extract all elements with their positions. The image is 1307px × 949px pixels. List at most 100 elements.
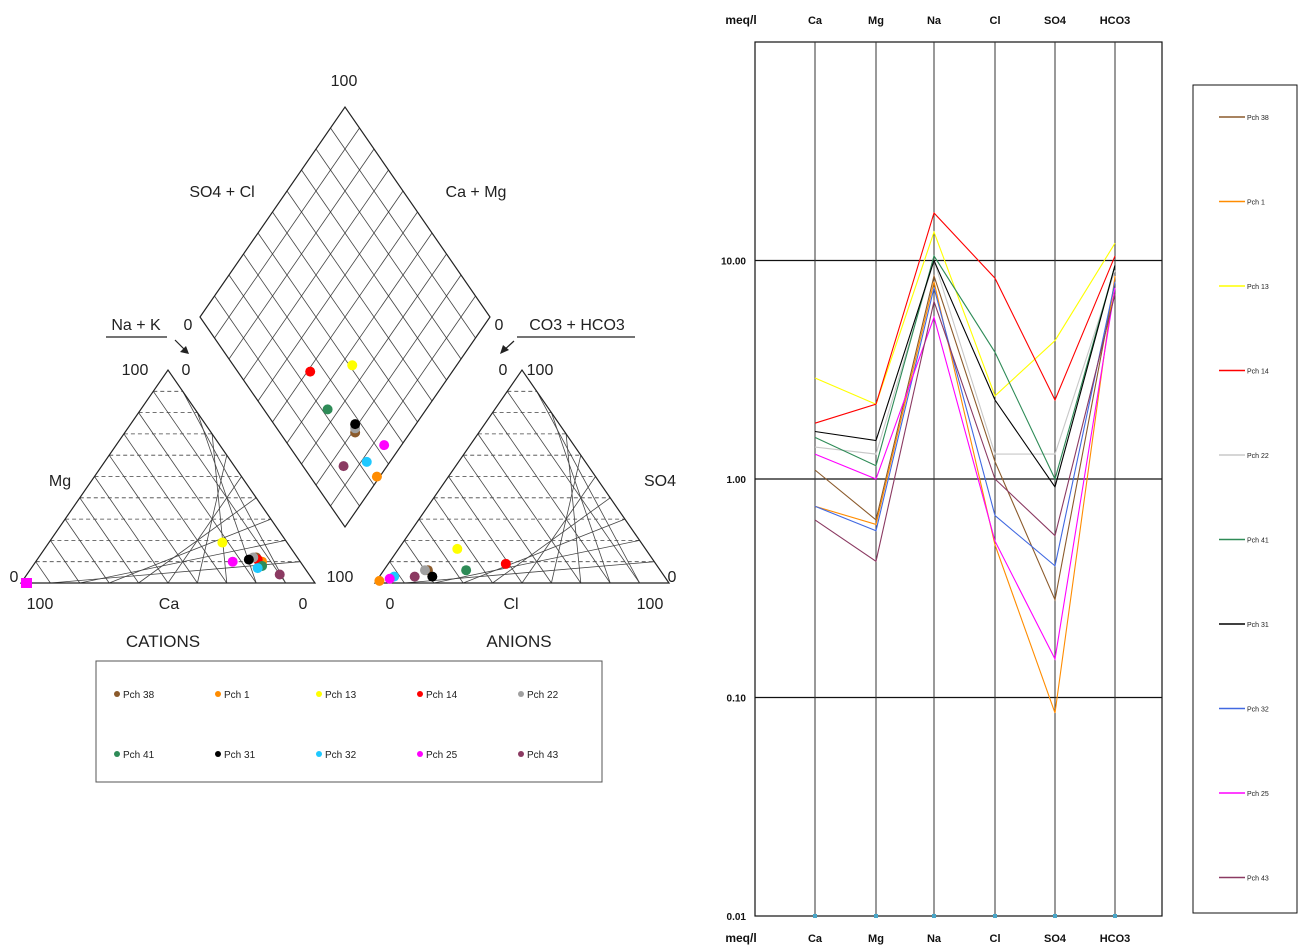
anion-so4-label: SO4 [644,473,676,490]
cation-triangle-grid-b [64,518,110,584]
anion-top-tick-100: 100 [527,362,554,379]
piper-legend-label: Pch 32 [325,750,357,761]
schoeller-top-ylabel: meq/l [725,13,756,27]
schoeller-top-category-label: Cl [990,15,1001,27]
schoeller-legend-box [1192,84,1298,914]
piper-legend-label: Pch 25 [426,750,458,761]
anion-bottom-tick-0: 0 [386,596,395,613]
cation-point [243,554,254,565]
anion-point [461,565,472,576]
schoeller-y-tick-label: 1.00 [727,475,747,486]
cation-left-tick-0: 0 [10,569,19,586]
piper-legend-label: Pch 22 [527,690,559,701]
cation-triangle-grid-b [35,561,51,584]
schoeller-bottom-category-label: Na [927,933,942,945]
na-k-arrowhead-icon [180,346,189,354]
piper-legend-marker [518,751,524,757]
piper-legend-marker [316,691,322,697]
anions-title: ANIONS [486,632,551,651]
cation-top-tick-100: 100 [122,362,149,379]
piper-legend-label: Pch 14 [426,690,458,701]
anion-point [427,571,438,582]
piper-legend-label: Pch 13 [325,690,357,701]
co3-hco3-label: CO3 + HCO3 [529,317,625,334]
schoeller-series-line [814,258,1116,455]
piper-legend-marker [215,751,221,757]
schoeller-y-ticks: 0.01 0.10 1.00 10.00 [721,257,746,924]
piper-legend-label: Pch 1 [224,690,250,701]
diamond-point [379,440,390,451]
schoeller-bottom-category-label: Ca [808,933,823,945]
schoeller-bottom-category-label: HCO3 [1100,933,1131,945]
cation-triangle-grid-a [182,391,286,584]
anion-triangle-grid-b [389,561,405,584]
anion-triangle-grid-b [448,476,523,584]
schoeller-legend-label: Pch 14 [1247,369,1269,376]
anion-point [452,543,463,554]
schoeller-legend-label: Pch 43 [1247,876,1269,883]
schoeller-bottom-category-label: Cl [990,933,1001,945]
schoeller-axis-marker [813,914,817,918]
schoeller-legend-label: Pch 1 [1247,200,1265,207]
anion-point [409,571,420,582]
diamond-ca-mg-label: Ca + Mg [446,184,507,201]
diamond-grid-b [286,232,433,444]
anion-point [384,573,395,584]
schoeller-diagram: meq/l Ca Mg Na Cl SO4 HCO3 meq/l Ca Mg Na Cl SO4 HCO… [721,13,1298,945]
cation-ca-label: Ca [159,596,180,613]
anion-bottom-tick-100: 100 [637,596,664,613]
schoeller-axis-marker [1113,914,1117,918]
schoeller-bottom-ylabel: meq/l [725,931,756,945]
schoeller-axis-marker [1053,914,1057,918]
cation-right-tick-100: 100 [327,569,354,586]
piper-legend-label: Pch 31 [224,750,256,761]
schoeller-series-line [814,294,1116,563]
co3-hco3-arrowhead-icon [500,345,509,354]
cation-triangle-grid-b [79,497,139,584]
schoeller-legend-label: Pch 22 [1247,453,1269,460]
anion-triangle-grid-b [506,391,640,584]
piper-legend-marker [417,751,423,757]
cation-triangle-grid-b [50,540,81,584]
cation-top-tick-0: 0 [182,362,191,379]
schoeller-series-line [814,211,1116,424]
piper-legend-marker [518,691,524,697]
piper-legend-marker [215,691,221,697]
schoeller-top-category-label: HCO3 [1100,15,1131,27]
cation-triangle-grid-b [152,391,286,584]
schoeller-top-labels: meq/l Ca Mg Na Cl SO4 HCO3 [725,13,1130,27]
cation-point [274,569,285,580]
piper-grids [35,127,655,584]
piper-legend-marker [417,691,423,697]
piper-legend-label: Pch 43 [527,750,559,761]
piper-legend-marker [114,691,120,697]
schoeller-series-line [814,275,1116,714]
na-k-label: Na + K [111,317,161,334]
diamond-grid-b [272,211,418,423]
schoeller-axis-marker [932,914,936,918]
piper-legend-marker [114,751,120,757]
anion-top-tick-0: 0 [499,362,508,379]
anion-point [374,575,385,586]
anion-right-tick-0: 0 [668,569,677,586]
piper-legend: Pch 38 Pch 1 Pch 13 Pch 14 Pch 22 Pch 41 Pch 3… [114,690,559,761]
cation-triangle-grid-b [123,433,228,584]
cation-triangle-grid-b [138,412,257,584]
cation-point [227,556,238,567]
anion-triangle-grid-b [433,497,493,584]
anion-point [419,565,430,576]
schoeller-series-line [814,254,1116,481]
schoeller-legend-label: Pch 25 [1247,791,1269,798]
piper-legend-label: Pch 41 [123,750,155,761]
cation-triangle-grid-b [108,454,198,584]
schoeller-axis-marker [993,914,997,918]
cation-mg-label: Mg [49,473,71,490]
schoeller-top-category-label: Mg [868,15,884,27]
diamond-grid-a [330,127,476,339]
diamond-so4-cl-label: SO4 + Cl [189,184,254,201]
schoeller-bottom-labels: meq/l Ca Mg Na Cl SO4 HCO3 [725,931,1130,945]
diamond-grid-a [286,190,433,402]
anion-triangle-grid-b [477,433,582,584]
diamond-point [347,360,358,371]
diamond-grid-a [301,169,447,381]
